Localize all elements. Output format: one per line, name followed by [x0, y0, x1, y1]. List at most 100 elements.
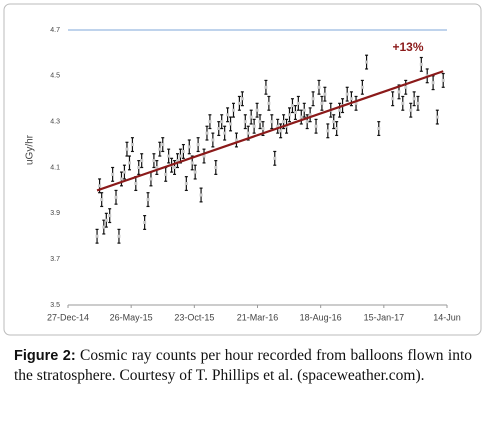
point	[264, 85, 268, 89]
x-tick-label: 18-Aug-16	[300, 312, 342, 322]
point	[125, 147, 129, 151]
point	[308, 113, 312, 117]
point	[249, 115, 253, 119]
point	[134, 182, 138, 186]
point	[267, 101, 271, 105]
point	[282, 120, 286, 124]
point	[164, 172, 168, 176]
point	[187, 145, 191, 149]
point	[345, 92, 349, 96]
point	[305, 120, 309, 124]
point	[435, 115, 439, 119]
x-tick-label: 21-Mar-16	[237, 312, 279, 322]
point	[226, 113, 230, 117]
trend-line	[96, 70, 444, 192]
point	[102, 225, 106, 229]
point	[431, 81, 435, 85]
y-tick-label: 3.9	[50, 210, 60, 217]
point	[175, 159, 179, 163]
point	[252, 124, 256, 128]
point	[214, 166, 218, 169]
point	[231, 108, 235, 112]
point	[276, 124, 280, 128]
trend-label: +13%	[392, 40, 423, 54]
point	[95, 234, 99, 238]
point	[229, 122, 233, 126]
point	[338, 108, 342, 112]
y-tick-label: 3.5	[50, 302, 60, 309]
point	[155, 166, 159, 169]
point	[161, 143, 165, 147]
point	[146, 198, 150, 202]
point	[261, 127, 265, 131]
point	[397, 90, 401, 94]
point	[199, 193, 203, 197]
point	[296, 101, 300, 105]
point	[409, 108, 413, 112]
point	[258, 120, 262, 124]
point	[365, 60, 369, 64]
point	[190, 161, 194, 165]
point	[299, 115, 303, 119]
y-axis-label: uGy/hr	[25, 134, 36, 165]
x-tick-label: 26-May-15	[110, 312, 153, 322]
point	[173, 166, 177, 169]
point	[167, 154, 171, 158]
point	[117, 234, 121, 238]
point	[404, 85, 408, 89]
chart: uGy/hr 3.5 3.7 3.9 4.1 4.3 4.5 4.7 27-Dec-14 26-…	[3, 3, 482, 336]
point	[332, 120, 336, 124]
point	[391, 97, 395, 101]
x-tick-label: 14-Jun	[433, 312, 461, 322]
point	[270, 120, 274, 124]
point	[217, 127, 221, 131]
point	[98, 184, 102, 188]
point	[377, 127, 381, 131]
point	[279, 129, 283, 133]
point	[323, 92, 327, 96]
x-tick-label: 27-Dec-14	[47, 312, 89, 322]
point	[317, 85, 321, 89]
point	[290, 104, 294, 108]
point	[181, 149, 185, 153]
point	[360, 85, 364, 89]
point	[158, 147, 162, 151]
point	[302, 108, 306, 112]
caption-text: Cosmic ray counts per hour recorded from…	[14, 347, 473, 384]
y-tick-label: 3.7	[50, 256, 60, 263]
point	[122, 170, 126, 174]
x-tick-label: 15-Jan-17	[364, 312, 405, 322]
point	[111, 172, 115, 176]
point	[178, 154, 182, 158]
point	[119, 177, 123, 181]
y-tick-label: 4.7	[50, 27, 60, 34]
point	[243, 120, 247, 124]
point	[223, 131, 227, 135]
caption: Figure 2: Cosmic ray counts per hour rec…	[14, 346, 472, 386]
point	[208, 120, 212, 124]
point	[441, 78, 445, 82]
y-tick-label: 4.3	[50, 119, 60, 126]
point	[202, 154, 206, 158]
point	[220, 120, 224, 124]
point	[273, 156, 277, 160]
point	[354, 101, 358, 105]
y-tick-label: 4.5	[50, 73, 60, 80]
point	[184, 182, 188, 186]
chart-frame	[3, 3, 482, 336]
point	[349, 97, 353, 101]
point	[416, 101, 420, 105]
point	[311, 97, 315, 101]
point	[293, 111, 297, 114]
point	[401, 101, 405, 105]
point	[205, 131, 209, 135]
point	[412, 97, 416, 101]
point	[100, 198, 104, 202]
point	[288, 113, 292, 117]
point	[246, 131, 250, 135]
point	[320, 101, 324, 105]
point	[130, 143, 134, 147]
point	[137, 166, 141, 169]
point	[149, 177, 153, 181]
